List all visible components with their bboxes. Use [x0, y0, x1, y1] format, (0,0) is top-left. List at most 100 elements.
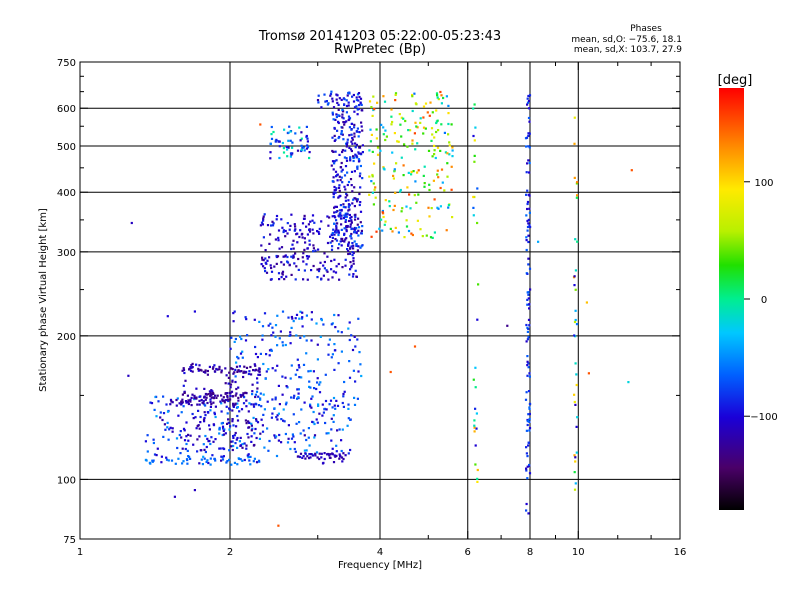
data-point [162, 395, 165, 398]
data-point [180, 411, 183, 414]
data-point [353, 123, 356, 126]
data-point [351, 242, 354, 245]
data-point [329, 235, 332, 238]
data-point [305, 449, 308, 452]
data-point [231, 368, 234, 371]
data-point [350, 264, 353, 267]
data-point [298, 235, 301, 239]
data-point [230, 336, 233, 339]
data-point [331, 136, 334, 139]
data-point [149, 401, 152, 404]
data-point [318, 457, 321, 461]
data-point [254, 364, 257, 367]
data-point [310, 269, 313, 272]
data-point [296, 232, 299, 235]
data-point [225, 374, 228, 377]
data-point [368, 193, 371, 196]
data-point [212, 440, 215, 443]
data-point [527, 420, 530, 423]
data-point [437, 207, 440, 210]
data-point [191, 412, 194, 416]
data-point [348, 134, 351, 137]
data-point [330, 164, 333, 167]
data-point [337, 108, 340, 111]
data-point [283, 128, 286, 131]
data-point [433, 231, 436, 234]
data-point [326, 103, 329, 106]
data-point [212, 396, 215, 399]
data-point [264, 377, 267, 380]
data-point [368, 175, 371, 178]
data-point [400, 116, 403, 119]
data-point [345, 159, 349, 162]
data-point [261, 223, 264, 226]
data-point [286, 260, 289, 263]
data-point [204, 392, 207, 396]
data-point [427, 149, 431, 152]
data-point [573, 142, 576, 145]
data-point [183, 439, 187, 442]
data-point [281, 375, 284, 378]
data-point [380, 218, 383, 221]
data-point [256, 387, 259, 390]
data-point [209, 393, 212, 396]
data-point [476, 187, 479, 190]
data-point [361, 244, 364, 247]
data-point [292, 396, 295, 399]
data-point [251, 427, 254, 430]
data-point [337, 314, 340, 317]
data-point [233, 371, 236, 374]
data-point [317, 230, 320, 234]
data-point [261, 338, 264, 341]
data-point [296, 397, 299, 400]
data-point [180, 400, 183, 403]
data-point [164, 428, 167, 431]
data-point [277, 229, 281, 232]
data-point [292, 247, 295, 250]
data-point [259, 397, 262, 400]
x-tick-labels: 1 2 4 6 8 10 16 [77, 547, 687, 558]
data-point [299, 139, 302, 142]
data-point [393, 169, 396, 172]
data-point [303, 248, 306, 251]
data-point [234, 394, 237, 397]
data-point [242, 393, 245, 397]
data-point [525, 340, 528, 343]
data-point [373, 162, 376, 165]
data-point [245, 447, 248, 450]
data-point [262, 362, 265, 366]
data-point [339, 212, 342, 215]
data-point [296, 149, 300, 152]
data-point [356, 156, 359, 159]
data-point [234, 431, 237, 435]
data-point [347, 417, 350, 420]
data-point [527, 291, 530, 294]
data-point [353, 335, 356, 338]
data-point [338, 428, 341, 431]
data-point [585, 301, 588, 304]
data-point [361, 144, 364, 147]
data-point [244, 371, 247, 374]
data-point [301, 236, 304, 239]
data-point [344, 220, 347, 223]
axis-ticks [79, 61, 681, 540]
data-point [337, 262, 340, 266]
data-point [347, 249, 350, 252]
data-point [349, 159, 352, 162]
data-point [316, 230, 319, 233]
data-point [355, 231, 358, 235]
data-point [341, 401, 344, 405]
data-point [437, 176, 440, 179]
data-point [320, 106, 323, 109]
data-point [188, 367, 191, 371]
data-point [336, 173, 339, 176]
data-point [575, 323, 579, 326]
data-point [211, 454, 214, 457]
data-point [251, 390, 254, 393]
data-point [312, 421, 315, 424]
data-point [432, 179, 435, 182]
data-point [268, 242, 271, 245]
data-point [359, 246, 362, 249]
data-point [269, 322, 272, 325]
data-point [231, 440, 234, 443]
